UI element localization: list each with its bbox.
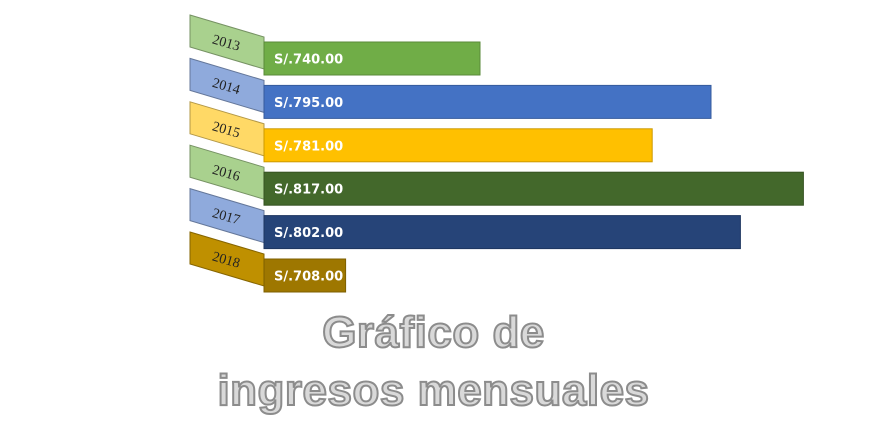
- value-label-2017: S/.802.00: [274, 226, 343, 241]
- chart-title-line-2: ingresos mensuales: [216, 365, 650, 416]
- year-label-2015: 2015: [210, 119, 241, 141]
- value-label-2015: S/.781.00: [274, 139, 343, 154]
- year-label-2016: 2016: [210, 163, 241, 185]
- bar-2015: [263, 128, 653, 163]
- value-label-2016: S/.817.00: [274, 183, 343, 198]
- bar-2013: [263, 41, 481, 76]
- bar-2018: [263, 258, 347, 293]
- value-label-2018: S/.708.00: [274, 270, 343, 285]
- year-label-2014: 2014: [210, 76, 241, 98]
- chart-title-line-1: Gráfico de: [321, 307, 545, 358]
- year-label-2018: 2018: [210, 250, 241, 272]
- value-label-2014: S/.795.00: [274, 96, 343, 111]
- year-label-2017: 2017: [210, 206, 241, 228]
- bar-2017: [263, 215, 741, 250]
- bar-2016: [263, 171, 804, 206]
- value-label-2013: S/.740.00: [274, 53, 343, 68]
- year-label-2013: 2013: [210, 33, 241, 55]
- bar-2014: [263, 84, 712, 119]
